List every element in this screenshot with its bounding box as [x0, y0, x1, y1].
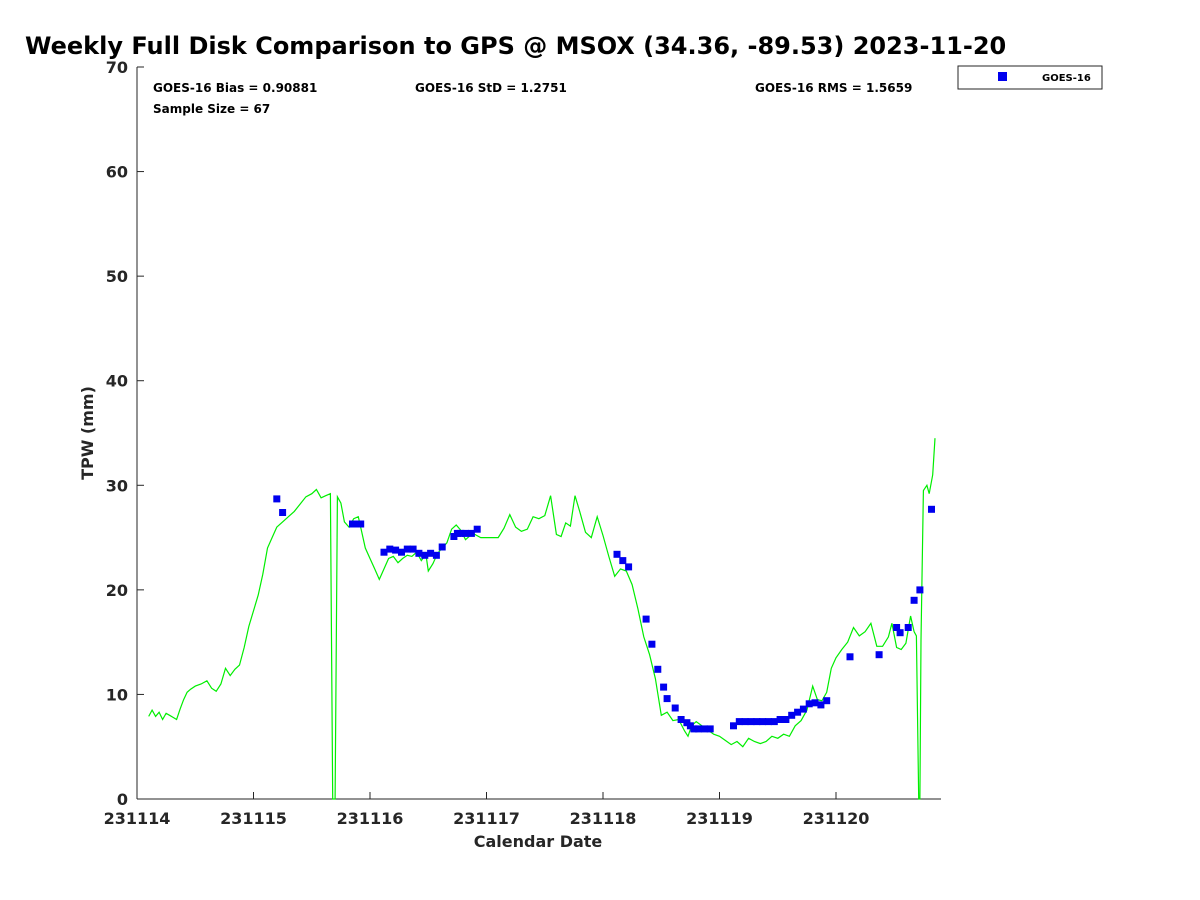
gps-series-line [148, 438, 936, 800]
goes-data-point [380, 548, 388, 556]
goes-data-point [753, 718, 761, 726]
y-tick-label: 30 [106, 476, 128, 495]
x-tick-label: 231119 [686, 809, 753, 828]
goes-data-point [409, 545, 417, 553]
x-tick-label: 231116 [337, 809, 404, 828]
goes-data-point [654, 665, 662, 673]
goes-data-point [817, 701, 825, 709]
goes-data-point [663, 695, 671, 703]
std-stat: GOES-16 StD = 1.2751 [415, 81, 567, 95]
legend-marker-goes [998, 72, 1007, 81]
x-axis-label: Calendar Date [474, 832, 603, 851]
goes-data-point [352, 520, 360, 528]
legend-label-goes: GOES-16 [1042, 73, 1091, 84]
goes-data-point [357, 520, 365, 528]
goes-data-point [457, 529, 465, 537]
goes-data-point [875, 651, 883, 659]
goes-data-point [759, 718, 767, 726]
goes-data-point [893, 624, 901, 631]
y-axis-label: TPW (mm) [78, 386, 97, 480]
goes-data-point [279, 509, 287, 516]
goes-series-points [273, 495, 935, 733]
goes-data-point [764, 718, 772, 726]
goes-data-point [904, 624, 912, 631]
goes-data-point [735, 718, 743, 726]
goes-data-point [625, 563, 633, 571]
goes-data-point [438, 543, 446, 551]
goes-data-point [642, 615, 650, 623]
goes-data-point [910, 596, 918, 604]
bias-stat: GOES-16 Bias = 0.90881 [153, 81, 317, 95]
goes-data-point [648, 640, 656, 648]
goes-data-point [782, 716, 790, 723]
goes-data-point [928, 505, 935, 513]
goes-data-point [427, 549, 435, 557]
goes-data-point [403, 545, 411, 553]
y-ticks: 0 10 20 30 40 50 60 70 [106, 58, 144, 809]
y-tick-label: 0 [117, 790, 128, 809]
goes-data-point [671, 704, 679, 712]
goes-data-point [432, 551, 440, 559]
goes-data-point [788, 711, 796, 719]
goes-data-point [677, 716, 685, 723]
goes-data-point [706, 725, 714, 733]
goes-data-point [613, 550, 621, 558]
x-tick-label: 231114 [104, 809, 171, 828]
goes-data-point [846, 653, 854, 661]
goes-data-point [392, 546, 400, 554]
goes-data-point [896, 629, 904, 637]
goes-data-point [776, 716, 784, 723]
goes-data-point [770, 718, 778, 726]
legend: GOES-16 [957, 65, 1103, 90]
chart-title: Weekly Full Disk Comparison to GPS @ MSO… [25, 32, 1006, 60]
goes-data-point [700, 725, 708, 733]
goes-data-point [619, 557, 627, 565]
goes-data-point [811, 699, 819, 707]
rms-stat: GOES-16 RMS = 1.5659 [755, 81, 912, 95]
x-ticks: 231114 231115 231116 231117 231118 231119 2311… [104, 792, 870, 828]
y-tick-label: 70 [106, 58, 128, 77]
goes-data-point [695, 725, 702, 733]
goes-data-point [916, 586, 924, 594]
goes-data-point [473, 525, 481, 533]
y-tick-label: 10 [106, 685, 128, 704]
x-tick-label: 231118 [570, 809, 637, 828]
goes-data-point [730, 722, 737, 730]
legend-box [957, 65, 1103, 90]
goes-data-point [462, 529, 469, 537]
goes-data-point [747, 718, 755, 726]
goes-data-point [421, 551, 429, 559]
goes-data-point [273, 495, 281, 503]
y-tick-label: 60 [106, 163, 128, 182]
sample-size-stat: Sample Size = 67 [153, 102, 270, 116]
y-tick-label: 40 [106, 372, 128, 391]
goes-data-point [805, 700, 813, 708]
x-tick-label: 231115 [220, 809, 287, 828]
goes-data-point [690, 725, 698, 733]
goes-data-point [799, 705, 807, 713]
goes-data-point [415, 549, 423, 557]
plot-area [136, 67, 941, 800]
goes-data-point [741, 718, 749, 726]
goes-data-point [660, 683, 668, 691]
x-tick-label: 231120 [803, 809, 870, 828]
x-tick-label: 231117 [453, 809, 520, 828]
goes-data-point [398, 548, 405, 556]
y-tick-label: 20 [106, 581, 128, 600]
goes-data-point [823, 697, 831, 705]
goes-data-point [794, 708, 802, 716]
y-tick-label: 50 [106, 267, 128, 286]
goes-data-point [386, 545, 394, 553]
goes-data-point [467, 529, 475, 537]
